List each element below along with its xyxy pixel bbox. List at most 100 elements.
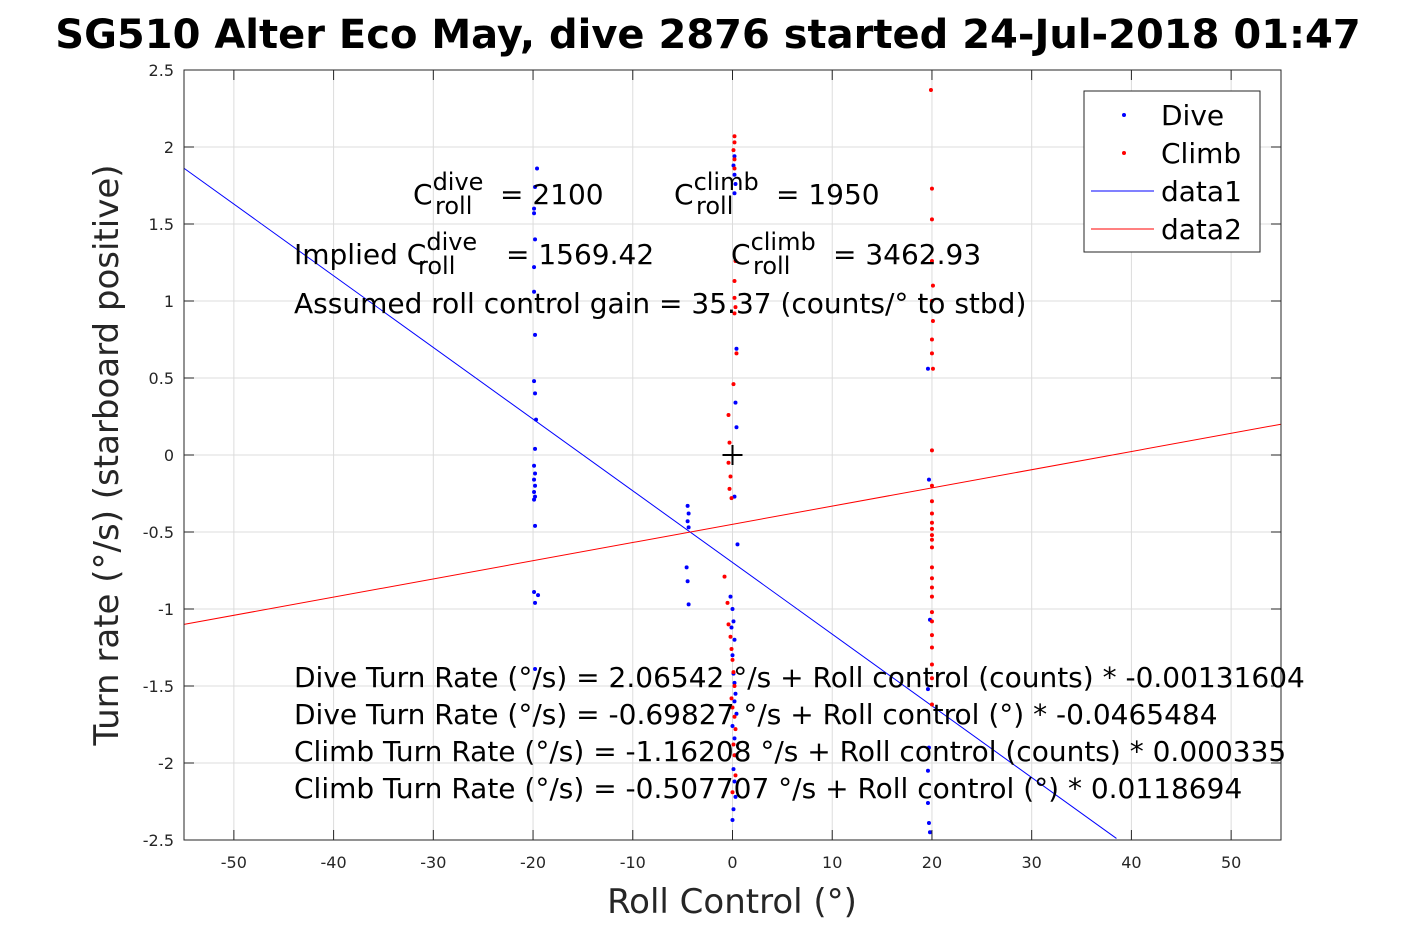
point-climb — [929, 676, 934, 681]
point-dive — [533, 332, 538, 337]
point-climb — [929, 585, 934, 590]
y-tick-label: -0.5 — [143, 523, 174, 542]
point-dive — [732, 779, 737, 784]
point-climb — [929, 702, 934, 707]
point-climb — [726, 460, 731, 465]
point-climb — [732, 134, 737, 139]
point-climb — [929, 533, 934, 538]
point-dive — [733, 794, 738, 799]
point-climb — [732, 295, 737, 300]
point-dive — [732, 736, 737, 741]
point-dive — [734, 425, 739, 430]
point-dive — [734, 711, 739, 716]
point-climb — [725, 600, 730, 605]
point-dive — [532, 590, 537, 595]
point-dive — [685, 503, 690, 508]
point-climb — [731, 382, 736, 387]
point-dive — [532, 489, 537, 494]
point-dive — [729, 625, 734, 630]
point-dive — [730, 653, 735, 658]
point-dive — [730, 607, 735, 611]
point-dive — [536, 593, 541, 598]
point-dive — [926, 477, 931, 482]
point-climb — [730, 790, 735, 795]
point-dive — [532, 477, 537, 482]
implied-climb-annotation: Cclimb roll = 3462.93 — [731, 228, 981, 280]
point-climb — [733, 258, 738, 263]
point-climb — [732, 166, 737, 171]
equation-climb-degrees: Climb Turn Rate (°/s) = -0.507707 °/s + … — [294, 772, 1242, 805]
y-tick-label: -2.5 — [143, 831, 174, 850]
point-climb — [930, 283, 935, 288]
legend-box — [1083, 90, 1261, 253]
point-dive — [728, 594, 733, 599]
point-climb — [731, 148, 736, 153]
point-dive — [732, 494, 737, 499]
x-tick-label: -50 — [221, 853, 247, 872]
point-dive — [731, 807, 736, 812]
y-tick-label: -1.5 — [143, 677, 174, 696]
point-dive — [686, 525, 691, 530]
x-tick-label: -10 — [620, 853, 646, 872]
x-tick-label: 20 — [922, 853, 942, 872]
y-axis-label: Turn rate (°/s) (starboard positive) — [87, 164, 127, 746]
point-climb — [730, 657, 735, 662]
point-dive — [732, 680, 737, 685]
point-dive — [532, 497, 537, 502]
y-tick-label: 1 — [164, 292, 174, 311]
y-tick-label: -1 — [158, 600, 174, 619]
y-tick-label: 2 — [164, 138, 174, 157]
x-tick-label: 0 — [727, 853, 737, 872]
point-climb — [732, 753, 737, 758]
point-dive — [926, 821, 931, 826]
point-climb — [732, 714, 737, 719]
x-tick-label: -30 — [420, 853, 446, 872]
point-dive — [732, 637, 737, 642]
point-climb — [929, 351, 934, 356]
x-tick-label: 50 — [1221, 853, 1241, 872]
point-dive — [733, 181, 738, 186]
point-dive — [732, 154, 737, 159]
point-dive — [685, 519, 690, 524]
x-tick-label: 40 — [1121, 853, 1141, 872]
point-climb — [929, 499, 934, 504]
implied-dive-annotation: Implied Cdive roll = 1569.42 — [294, 228, 654, 280]
point-dive — [686, 511, 691, 516]
point-dive — [735, 542, 740, 547]
point-climb — [929, 594, 934, 599]
fit-lines — [183, 167, 1282, 839]
tick-labels: -50 -40 -30 -20 -10 0 10 20 30 40 50 2.5 2 1.5 1 0.5 0 -0… — [143, 61, 1242, 872]
legend-marker-climb — [1122, 151, 1126, 155]
point-dive — [532, 211, 537, 216]
x-tick-label: -40 — [321, 853, 347, 872]
point-climb — [929, 526, 934, 531]
fit-equations: Dive Turn Rate (°/s) = 2.06542 °/s + Rol… — [294, 661, 1305, 805]
point-climb — [732, 278, 737, 283]
chart-title: SG510 Alter Eco May, dive 2876 started 2… — [55, 12, 1360, 58]
point-climb — [731, 742, 736, 747]
point-climb — [929, 662, 934, 667]
point-dive — [684, 565, 689, 570]
point-dive — [532, 289, 537, 294]
point-dive — [533, 391, 538, 396]
point-climb — [729, 647, 734, 652]
point-dive — [927, 830, 932, 835]
point-dive — [532, 379, 537, 384]
data-points — [532, 88, 935, 835]
x-tick-label: -20 — [520, 853, 546, 872]
point-dive — [533, 471, 538, 476]
point-climb — [727, 486, 732, 491]
point-climb — [729, 496, 734, 501]
point-dive — [732, 699, 737, 704]
gain-annotation: Assumed roll control gain = 35.37 (count… — [294, 287, 1026, 320]
point-climb — [722, 574, 727, 579]
point-climb — [733, 727, 738, 732]
point-dive — [732, 191, 737, 196]
point-dive — [730, 817, 735, 822]
point-climb — [929, 537, 934, 542]
point-dive — [685, 579, 690, 584]
point-dive — [925, 801, 930, 806]
point-climb — [727, 440, 732, 445]
x-axis-label: Roll Control (°) — [607, 882, 857, 922]
